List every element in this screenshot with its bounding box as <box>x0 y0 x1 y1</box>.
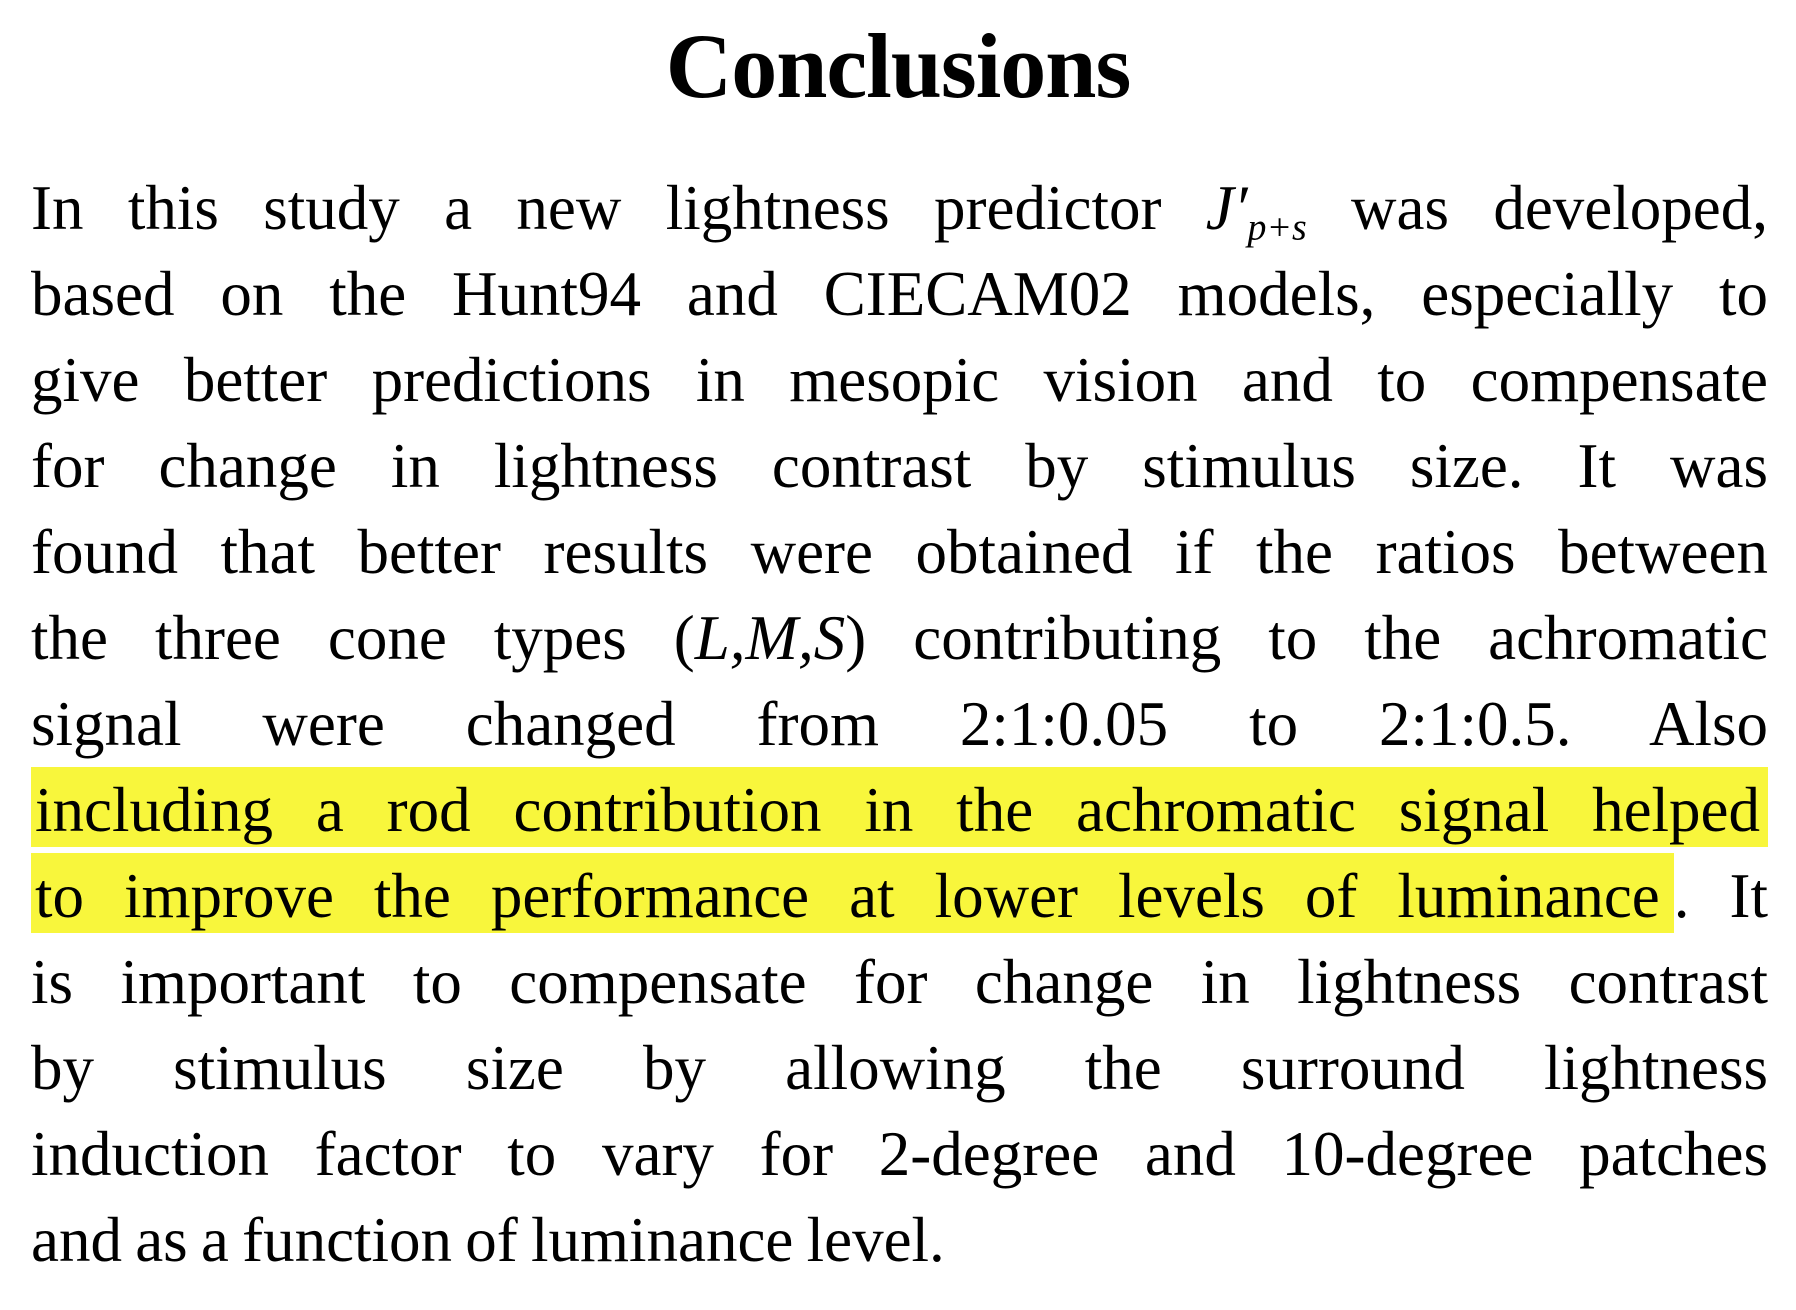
text-segment: and as a function of luminance level. <box>31 1205 945 1276</box>
highlighted-text: including a rod contribution in the achr… <box>31 767 1768 848</box>
text-line: induction factor to vary for 2-degree an… <box>31 1111 1768 1197</box>
text-line: give better predictions in mesopic visio… <box>31 337 1768 423</box>
text-segment: J′ <box>1205 173 1248 244</box>
text-line: the three cone types (L,M,S) contributin… <box>31 595 1768 681</box>
text-segment: based on the Hunt94 and CIECAM02 models,… <box>31 259 1768 330</box>
text-line: and as a function of luminance level. <box>31 1197 1768 1283</box>
text-line: by stimulus size by allowing the surroun… <box>31 1025 1768 1111</box>
text-segment: In this study a new lightness predictor <box>31 173 1206 244</box>
text-segment: induction factor to vary for 2-degree an… <box>31 1119 1768 1190</box>
text-line: In this study a new lightness predictor … <box>31 165 1768 251</box>
text-segment: is important to compensate for change in… <box>31 947 1768 1018</box>
subscript-text: p+s <box>1247 206 1307 249</box>
text-segment: was developed, <box>1306 173 1768 244</box>
text-segment: for change in lightness contrast by stim… <box>31 431 1768 502</box>
conclusions-paragraph: In this study a new lightness predictor … <box>31 165 1768 1283</box>
text-line: to improve the performance at lower leve… <box>31 853 1768 939</box>
text-segment: give better predictions in mesopic visio… <box>31 345 1768 416</box>
text-segment: L,M,S <box>694 603 846 674</box>
text-line: based on the Hunt94 and CIECAM02 models,… <box>31 251 1768 337</box>
highlighted-text: to improve the performance at lower leve… <box>31 853 1674 934</box>
text-segment: . It <box>1673 861 1768 932</box>
text-line: including a rod contribution in the achr… <box>31 767 1768 853</box>
text-line: for change in lightness contrast by stim… <box>31 423 1768 509</box>
text-line: is important to compensate for change in… <box>31 939 1768 1025</box>
text-segment: the three cone types ( <box>31 603 695 674</box>
text-segment: signal were changed from 2:1:0.05 to 2:1… <box>31 689 1768 760</box>
text-segment: ) contributing to the achromatic <box>845 603 1768 674</box>
text-line: signal were changed from 2:1:0.05 to 2:1… <box>31 681 1768 767</box>
section-title: Conclusions <box>665 15 1132 117</box>
text-line: found that better results were obtained … <box>31 509 1768 595</box>
text-segment: found that better results were obtained … <box>31 517 1768 588</box>
text-segment: by stimulus size by allowing the surroun… <box>31 1033 1768 1104</box>
